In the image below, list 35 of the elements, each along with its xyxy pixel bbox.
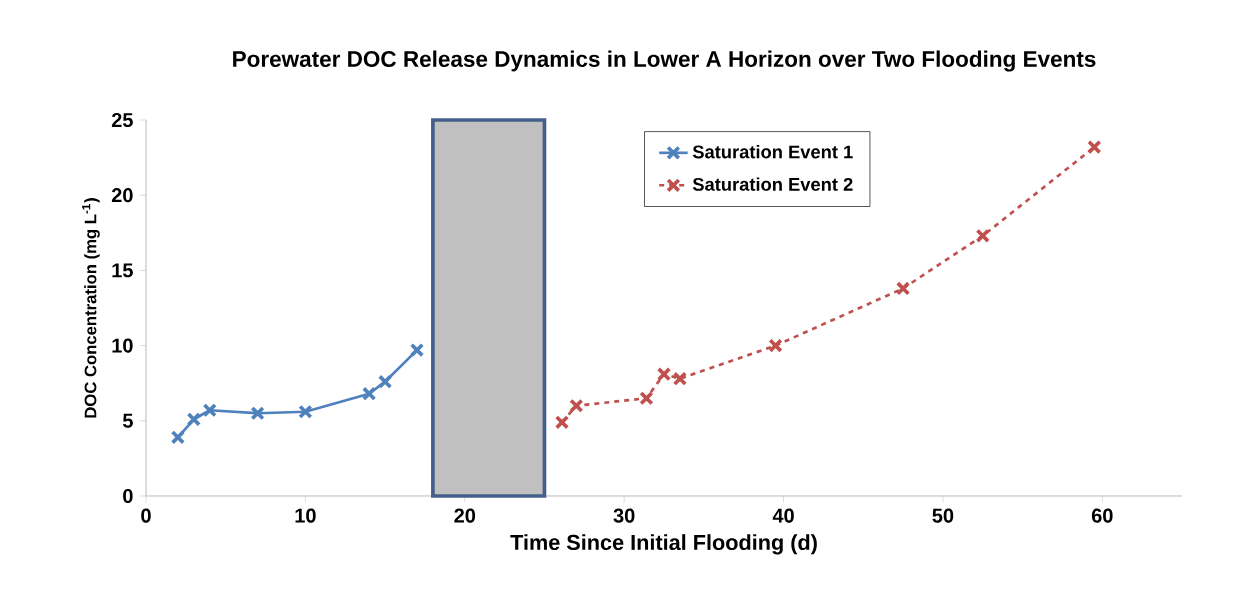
y-tick-label: 0 — [123, 488, 133, 504]
x-tick-label: 60 — [1091, 508, 1113, 523]
point — [377, 374, 393, 389]
point — [554, 415, 570, 430]
point — [768, 338, 783, 353]
point — [895, 281, 911, 296]
point — [409, 342, 425, 358]
point — [975, 228, 990, 243]
y-tick-label: 25 — [111, 112, 133, 128]
x-axis-title: Time Since Initial Flooding (d) — [510, 534, 817, 555]
y-tick-label: 15 — [112, 263, 133, 278]
point — [656, 367, 672, 382]
point — [298, 404, 313, 419]
y-tick-label: 5 — [122, 413, 133, 428]
point — [250, 406, 265, 421]
point — [170, 430, 186, 445]
point — [362, 386, 377, 401]
point — [672, 371, 688, 386]
chart-title: Porewater DOC Release Dynamics in Lower A Horizon over Two Flooding Events — [233, 50, 1096, 72]
y-tick-label: 20 — [111, 188, 133, 203]
point — [569, 398, 584, 413]
y-tick-label: 10 — [112, 338, 133, 353]
point — [639, 391, 654, 406]
x-tick-label: 30 — [613, 508, 635, 523]
x-tick-label: 20 — [454, 508, 476, 523]
x-tick-label: 50 — [932, 508, 954, 523]
point — [202, 403, 217, 418]
x-tick-label: 0 — [141, 508, 151, 523]
legend-label: Saturation Event 2 — [692, 177, 853, 191]
point — [186, 412, 201, 427]
point — [1087, 139, 1102, 155]
y-axis-title: DOC Concentration (mg L$^{-1}$) — [82, 198, 100, 418]
x-tick-label: 10 — [295, 508, 316, 523]
x-tick-label: 40 — [772, 508, 794, 523]
legend-label: Saturation Event 1 — [692, 144, 853, 159]
